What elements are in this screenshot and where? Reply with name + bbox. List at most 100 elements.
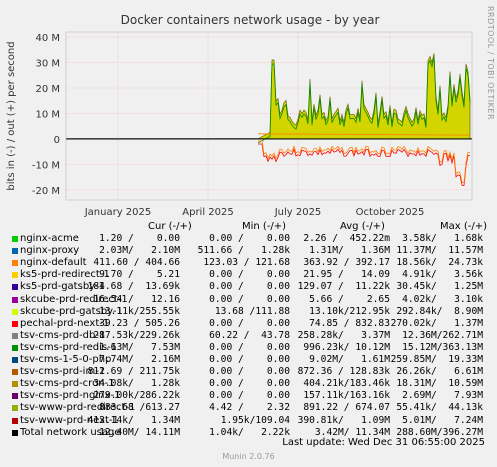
legend-min: 0.00 / 0.00 <box>209 233 290 244</box>
legend-swatch <box>12 236 18 242</box>
legend-swatch <box>12 344 18 351</box>
legend-name: Total network usage <box>20 426 121 438</box>
legend-swatch <box>12 284 18 291</box>
legend-avg: 2.26 / 452.22m <box>303 233 390 244</box>
legend-max: 12.36M/262.71M <box>402 329 483 341</box>
legend-name: tsv-www-prd-redirect-1 <box>20 402 136 414</box>
legend-min: 0.00 / 0.00 <box>209 293 290 305</box>
legend-cur: 1.63M/ 7.53M <box>99 341 180 353</box>
series-lines <box>66 53 472 186</box>
legend-min: 0.00 / 0.00 <box>209 354 290 365</box>
legend-avg: 157.11k/163.16k <box>303 390 390 402</box>
chart-title: Docker containers network usage - by yea… <box>121 13 380 27</box>
outbound-secondary-line <box>257 57 471 144</box>
legend-swatch <box>12 393 18 400</box>
legend-cur: 7.74M/ 2.16M <box>99 354 180 365</box>
legend-max: 288.60M/396.27M <box>396 426 483 438</box>
legend-max: 18.31M/ 10.59M <box>396 378 483 390</box>
legend-name: ks5-prd-gatsby-1 <box>20 281 105 293</box>
legend-avg: 3.42M/ 11.34M <box>314 426 390 438</box>
legend-name: tsv-cms-1-5-0-php <box>20 354 112 365</box>
legend-name: tsv-cms-prd-cron-1 <box>20 378 115 390</box>
legend-swatch <box>12 381 18 388</box>
legend-avg: 13.10k/212.95k <box>309 305 390 317</box>
legend-max: 5.01M/ 7.24M <box>402 414 483 426</box>
legend-min: 123.03 / 121.68 <box>203 257 290 269</box>
y-tick-label: 0 <box>54 135 60 146</box>
legend-max: 30.45k/ 1.25M <box>396 281 483 293</box>
legend-avg: 9.02M/ 1.61M <box>309 354 390 365</box>
header-avg: Avg (-/+) <box>340 221 385 232</box>
legend-avg: 258.28k/ 3.37M <box>297 329 390 341</box>
legend-min: 1.95k/109.04 <box>220 414 290 426</box>
legend-swatch <box>12 260 18 267</box>
x-tick-label: July 2025 <box>274 207 322 218</box>
legend-swatch <box>12 272 18 279</box>
legend-cur: 883.68 /613.27 <box>99 402 180 414</box>
legend-cur: 812.69 / 211.75k <box>87 366 180 378</box>
y-tick-label: 40 M <box>35 33 60 44</box>
y-tick-labels: 40 M 30 M 20 M 10 M 0 -10 M -20 M <box>32 33 60 197</box>
legend-avg: 1.31M/ 1.36M <box>309 245 390 257</box>
x-tick-label: October 2025 <box>356 207 425 218</box>
legend-max: 4.02k/ 3.10k <box>402 293 483 305</box>
legend-min: 0.00 / 0.00 <box>209 281 290 293</box>
legend-cur: 287.53k/229.26k <box>93 329 180 341</box>
legend-name: tsv-www-prd-next-1 <box>20 414 119 426</box>
y-tick-label: -10 M <box>32 160 60 171</box>
legend-min: 0.00 / 0.00 <box>209 317 290 329</box>
header-max: Max (-/+) <box>440 221 488 232</box>
legend-swatch <box>12 429 18 436</box>
plot-frame <box>65 31 473 201</box>
legend-min: 4.42 / 2.32 <box>209 402 290 414</box>
legend-avg: 390.81k/ 1.09M <box>297 414 390 426</box>
legend-cur: 39.23 / 505.26 <box>99 317 180 329</box>
legend-avg: 996.23k/ 10.12M <box>303 341 390 353</box>
legend-name: tsv-cms-prd-nginx-1 <box>20 390 121 402</box>
legend-name: nginx-acme <box>20 233 79 244</box>
legend-max: 18.56k/ 24.73k <box>396 257 483 269</box>
legend-swatch <box>12 357 18 363</box>
legend-swatch <box>12 369 18 376</box>
legend-min: 0.00 / 0.00 <box>209 341 290 353</box>
y-tick-label: 20 M <box>35 84 60 95</box>
legend-min: 0.00 / 0.00 <box>209 269 290 281</box>
watermark: RRDTOOL / TOBI OETIKER <box>486 6 495 121</box>
legend-swatch <box>12 248 18 255</box>
legend-swatch <box>12 296 18 303</box>
legend-avg: 363.92 / 392.17 <box>303 257 390 269</box>
legend-cur: 413.14k/ 1.34M <box>87 414 180 426</box>
y-tick-label: -20 M <box>32 186 60 197</box>
legend-swatch <box>12 405 18 412</box>
legend-name: tsv-cms-prd-redis-1 <box>20 341 118 353</box>
legend-name: nginx-default <box>20 257 87 269</box>
legend-avg: 872.36 / 128.83k <box>297 366 390 378</box>
legend-cur: 34.08k/ 1.28k <box>93 378 180 390</box>
legend-max: 259.85M/ 19.33M <box>390 354 483 365</box>
legend-swatch <box>12 308 18 315</box>
legend-avg: 404.21k/183.46k <box>303 378 390 390</box>
legend-min: 511.66 / 1.28k <box>197 245 290 257</box>
legend-max: 55.41k/ 44.13k <box>396 402 483 414</box>
legend-swatch <box>12 417 18 424</box>
legend-cur: 184.68 / 13.69k <box>87 281 180 293</box>
legend-max: 3.58k/ 1.68k <box>402 233 483 244</box>
legend-max: 11.37M/ 11.57M <box>396 245 483 257</box>
legend-cur: 12.40M/ 14.11M <box>99 426 180 438</box>
legend-name: skcube-prd-gatsby-1 <box>20 305 123 317</box>
legend-cur: 9.70 / 5.21 <box>99 269 180 281</box>
legend-name: pechal-prd-next-1 <box>20 317 110 329</box>
legend-name: ks5-prd-redirect-1 <box>20 269 110 281</box>
x-tick-labels: January 2025 April 2025 July 2025 October 2… <box>84 207 425 218</box>
legend-cur: 279.00k/286.22k <box>93 390 180 402</box>
legend-cur: 16.54 / 12.16 <box>93 293 180 305</box>
legend-cur: 1.20 / 0.00 <box>99 233 180 244</box>
header-min: Min (-/+) <box>242 221 287 232</box>
legend-min: 1.04k/ 2.22k <box>209 426 290 438</box>
legend-min: 0.00 / 0.00 <box>209 366 290 378</box>
inbound-line <box>258 143 470 186</box>
legend-cur: 411.60 / 404.66 <box>93 257 180 269</box>
legend-min: 0.00 / 0.00 <box>209 378 290 390</box>
header-cur: Cur (-/+) <box>148 221 192 232</box>
legend-avg: 129.07 / 11.22k <box>297 281 390 293</box>
